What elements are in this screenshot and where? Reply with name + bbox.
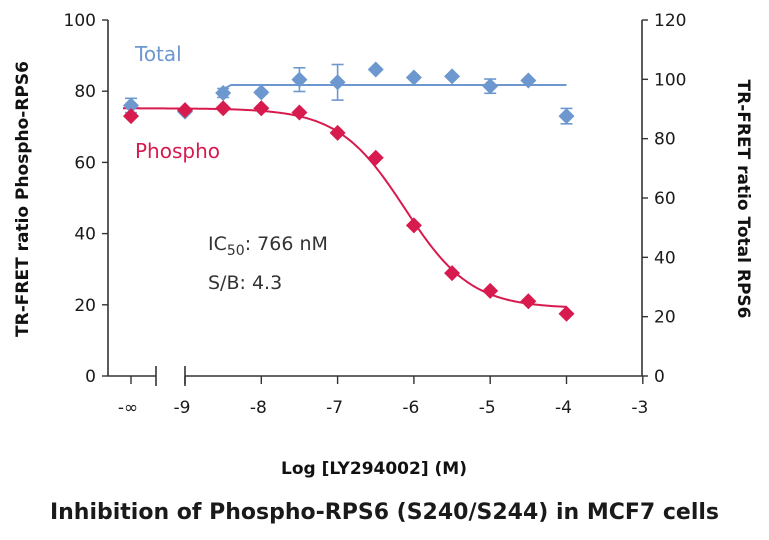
axes: 0 20 40 60 80 100 0 20 40 60 80 100 120 -9 -8 -7 -6 -5 -4 -… (64, 11, 687, 418)
phospho-data-point (177, 102, 193, 119)
total-baseline-point (123, 97, 139, 114)
chart-texts: Total Phospho IC50: 766 nM S/B: 4.3 Log … (13, 42, 753, 479)
x-tick-label: -6 (402, 398, 419, 418)
phospho-fit-curve (123, 107, 567, 308)
y-left-tick-label: 80 (74, 82, 96, 102)
phospho-data-point (444, 265, 461, 282)
x-tick-label: -7 (326, 398, 343, 418)
dose-response-chart: 0 20 40 60 80 100 0 20 40 60 80 100 120 -9 -8 -7 -6 -5 -4 -… (13, 11, 753, 479)
total-data-point (405, 69, 422, 86)
y-left-tick-label: 100 (64, 11, 96, 31)
y-right-tick-label: 120 (654, 11, 686, 31)
y-axis-title-left: TR-FRET ratio Phospho-RPS6 (13, 61, 33, 337)
y-right-tick-label: 80 (654, 130, 676, 150)
total-data-point (291, 71, 308, 88)
y-right-tick-label: 40 (654, 248, 676, 268)
x-tick-label: -9 (174, 398, 191, 418)
phospho-data-point (291, 104, 308, 121)
x-tick-label: -4 (555, 398, 572, 418)
ic50-prefix: IC (208, 233, 227, 255)
total-data-point (558, 108, 575, 125)
signal-background-annotation: S/B: 4.3 (208, 272, 282, 294)
data-marks (123, 61, 575, 322)
ic50-annotation: IC50: 766 nM (208, 233, 328, 259)
series-label-total: Total (134, 42, 182, 66)
x-tick-label: -8 (250, 398, 267, 418)
phospho-data-point (367, 149, 384, 166)
y-left-tick-label: 40 (74, 225, 96, 245)
figure-caption: Inhibition of Phospho-RPS6 (S240/S244) i… (49, 500, 720, 525)
x-axis-title: Log [LY294002] (M) (281, 459, 467, 479)
phospho-data-point (405, 217, 422, 234)
phospho-data-point (253, 100, 270, 117)
total-fit-line (222, 83, 567, 90)
total-data-point (253, 84, 270, 101)
x-tick-label: -3 (631, 398, 648, 418)
ic50-value: : 766 nM (245, 233, 328, 255)
phospho-data-point (558, 305, 575, 322)
x-tick-label: -∞ (118, 398, 138, 418)
total-data-point (444, 68, 461, 85)
y-right-tick-label: 20 (654, 308, 676, 328)
phospho-data-point (482, 282, 499, 299)
fit-curves (123, 83, 567, 308)
total-data-point (520, 72, 537, 89)
phospho-data-point (329, 124, 346, 141)
total-data-point (367, 61, 384, 78)
phospho-data-point (215, 100, 232, 117)
total-data-point (215, 84, 232, 101)
total-data-point (482, 78, 499, 95)
y-right-tick-label: 0 (654, 367, 665, 387)
y-right-tick-label: 60 (654, 189, 676, 209)
total-data-point (329, 74, 346, 91)
phospho-data-point (520, 293, 537, 310)
y-axis-title-right: TR-FRET ratio Total RPS6 (733, 80, 753, 319)
y-left-tick-label: 60 (74, 153, 96, 173)
ic50-subscript: 50 (227, 243, 245, 259)
y-left-tick-label: 20 (74, 296, 96, 316)
series-label-phospho: Phospho (135, 139, 220, 163)
y-left-tick-label: 0 (85, 367, 96, 387)
y-right-tick-label: 100 (654, 70, 686, 90)
x-tick-label: -5 (479, 398, 496, 418)
phospho-baseline-point (123, 108, 139, 125)
